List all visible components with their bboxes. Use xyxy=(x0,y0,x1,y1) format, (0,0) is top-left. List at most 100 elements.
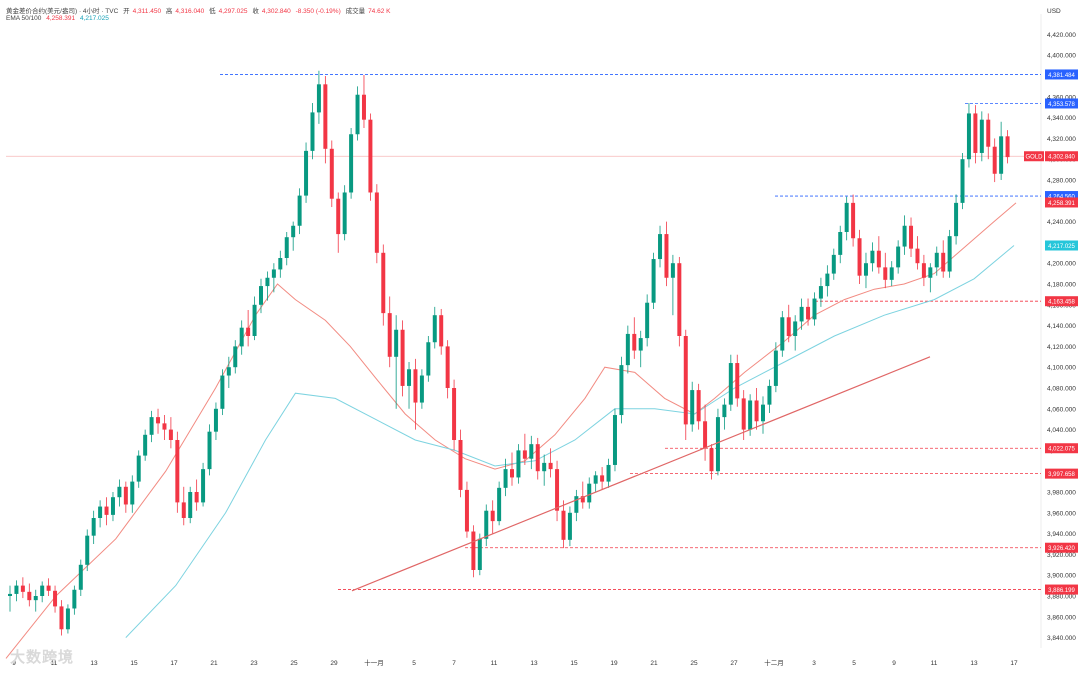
candle-body xyxy=(259,286,263,305)
y-tick-label: 3,900.000 xyxy=(1047,573,1076,580)
horizontal-levels xyxy=(6,74,1041,590)
price-label-bg xyxy=(1045,296,1078,307)
candle-body xyxy=(876,250,881,268)
candle-body xyxy=(851,202,856,239)
y-tick-label: 4,180.000 xyxy=(1047,282,1076,289)
candle-body xyxy=(522,450,527,459)
candle-body xyxy=(117,486,122,498)
candle-body xyxy=(709,448,714,472)
candle-body xyxy=(780,317,785,351)
y-tick-label: 4,400.000 xyxy=(1047,53,1076,60)
candle-body xyxy=(297,195,302,226)
candle-body xyxy=(220,375,225,409)
candle-body xyxy=(413,369,418,403)
y-tick-label: 4,280.000 xyxy=(1047,178,1076,185)
candle-body xyxy=(78,564,83,590)
candle-body xyxy=(574,496,579,513)
ema-label: EMA 50/100 xyxy=(6,15,42,22)
candle-body xyxy=(419,375,424,403)
candle-body xyxy=(947,236,952,272)
x-tick-label: 3 xyxy=(812,660,816,667)
x-tick-label: 13 xyxy=(530,660,538,667)
y-tick-label: 3,920.000 xyxy=(1047,552,1076,559)
candle-body xyxy=(999,136,1004,174)
y-tick-label: 3,840.000 xyxy=(1047,635,1076,642)
candle-body xyxy=(600,475,605,482)
candle-body xyxy=(979,119,984,153)
candle-body xyxy=(72,589,77,609)
volume-value: 74.62 K xyxy=(368,8,391,15)
candle-body xyxy=(883,267,888,280)
candle-body xyxy=(426,342,431,376)
y-tick-label: 3,880.000 xyxy=(1047,594,1076,601)
candle-body xyxy=(735,363,740,399)
x-tick-label: 5 xyxy=(852,660,856,667)
gold-tag: GOLD xyxy=(1025,155,1043,161)
x-tick-label: 13 xyxy=(90,660,98,667)
candle-body xyxy=(857,238,862,276)
price-label-bg xyxy=(1045,542,1078,553)
candle-body xyxy=(831,254,836,274)
y-tick-label: 3,980.000 xyxy=(1047,490,1076,497)
candle-body xyxy=(651,259,656,303)
x-tick-label: 十二月 xyxy=(764,658,784,667)
candle-body xyxy=(799,306,804,322)
candle-body xyxy=(464,489,469,532)
price-label-bg xyxy=(1045,468,1078,479)
candle-body xyxy=(567,512,572,540)
candle-body xyxy=(194,492,199,503)
candle-body xyxy=(123,486,128,505)
y-tick-label: 4,060.000 xyxy=(1047,406,1076,413)
candle-body xyxy=(27,591,32,601)
candle-body xyxy=(928,267,933,278)
candle-body xyxy=(818,286,823,299)
header-line-2: EMA 50/100 4,258.391 4,217.025 xyxy=(6,15,112,22)
candle-body xyxy=(394,329,399,357)
trendline xyxy=(351,356,931,592)
candle-body xyxy=(168,429,173,440)
price-label: 4,302.840 xyxy=(1048,155,1075,161)
watermark: 大数跨境 xyxy=(10,649,75,666)
candle-body xyxy=(954,202,959,237)
candle-body xyxy=(59,606,64,630)
candle-body xyxy=(323,84,328,149)
price-label: 4,353.578 xyxy=(1048,102,1075,108)
x-tick-label: 17 xyxy=(170,660,178,667)
candle-body xyxy=(349,134,354,193)
candle-body xyxy=(143,434,148,456)
candle-body xyxy=(580,496,585,503)
candle-body xyxy=(941,252,946,272)
candle-body xyxy=(645,302,650,339)
candle-body xyxy=(902,225,907,247)
x-tick-label: 十一月 xyxy=(364,658,384,667)
low-value: 4,297.025 xyxy=(218,8,248,15)
candle-body xyxy=(683,336,688,425)
candle-body xyxy=(844,202,849,232)
x-tick-label: 27 xyxy=(730,660,738,667)
symbol-line: 黄金差价合约(美元/盎司) · 4小时 · TVC xyxy=(6,8,119,15)
candle-body xyxy=(226,367,231,376)
candle-body xyxy=(715,417,720,472)
candle-body xyxy=(767,385,772,405)
x-tick-label: 11 xyxy=(931,660,938,667)
candle-body xyxy=(91,518,96,536)
candle-body xyxy=(361,94,366,120)
candle-body xyxy=(966,113,971,160)
candle-body xyxy=(909,225,914,249)
price-label: 3,997.658 xyxy=(1048,472,1075,478)
candle-body xyxy=(973,113,978,153)
y-tick-label: 4,240.000 xyxy=(1047,219,1076,226)
candle-body xyxy=(690,390,695,425)
candle-body xyxy=(658,234,663,260)
candle-body xyxy=(329,148,334,199)
candle-body xyxy=(458,440,463,490)
y-tick-label: 4,080.000 xyxy=(1047,386,1076,393)
x-tick-label: 13 xyxy=(970,660,978,667)
price-labels: 4,381.4844,353.578GOLD4,302.8404,264.560… xyxy=(1024,69,1078,595)
candle-body xyxy=(754,400,759,422)
candle-body xyxy=(316,84,321,113)
low-label: 低 xyxy=(209,8,216,15)
x-axis: 9 11 13 15 17 21 23 25 29 十一月 5 7 11 13 15 19 21 25 27 十二月 3… xyxy=(12,658,1018,667)
candle-body xyxy=(304,150,309,196)
